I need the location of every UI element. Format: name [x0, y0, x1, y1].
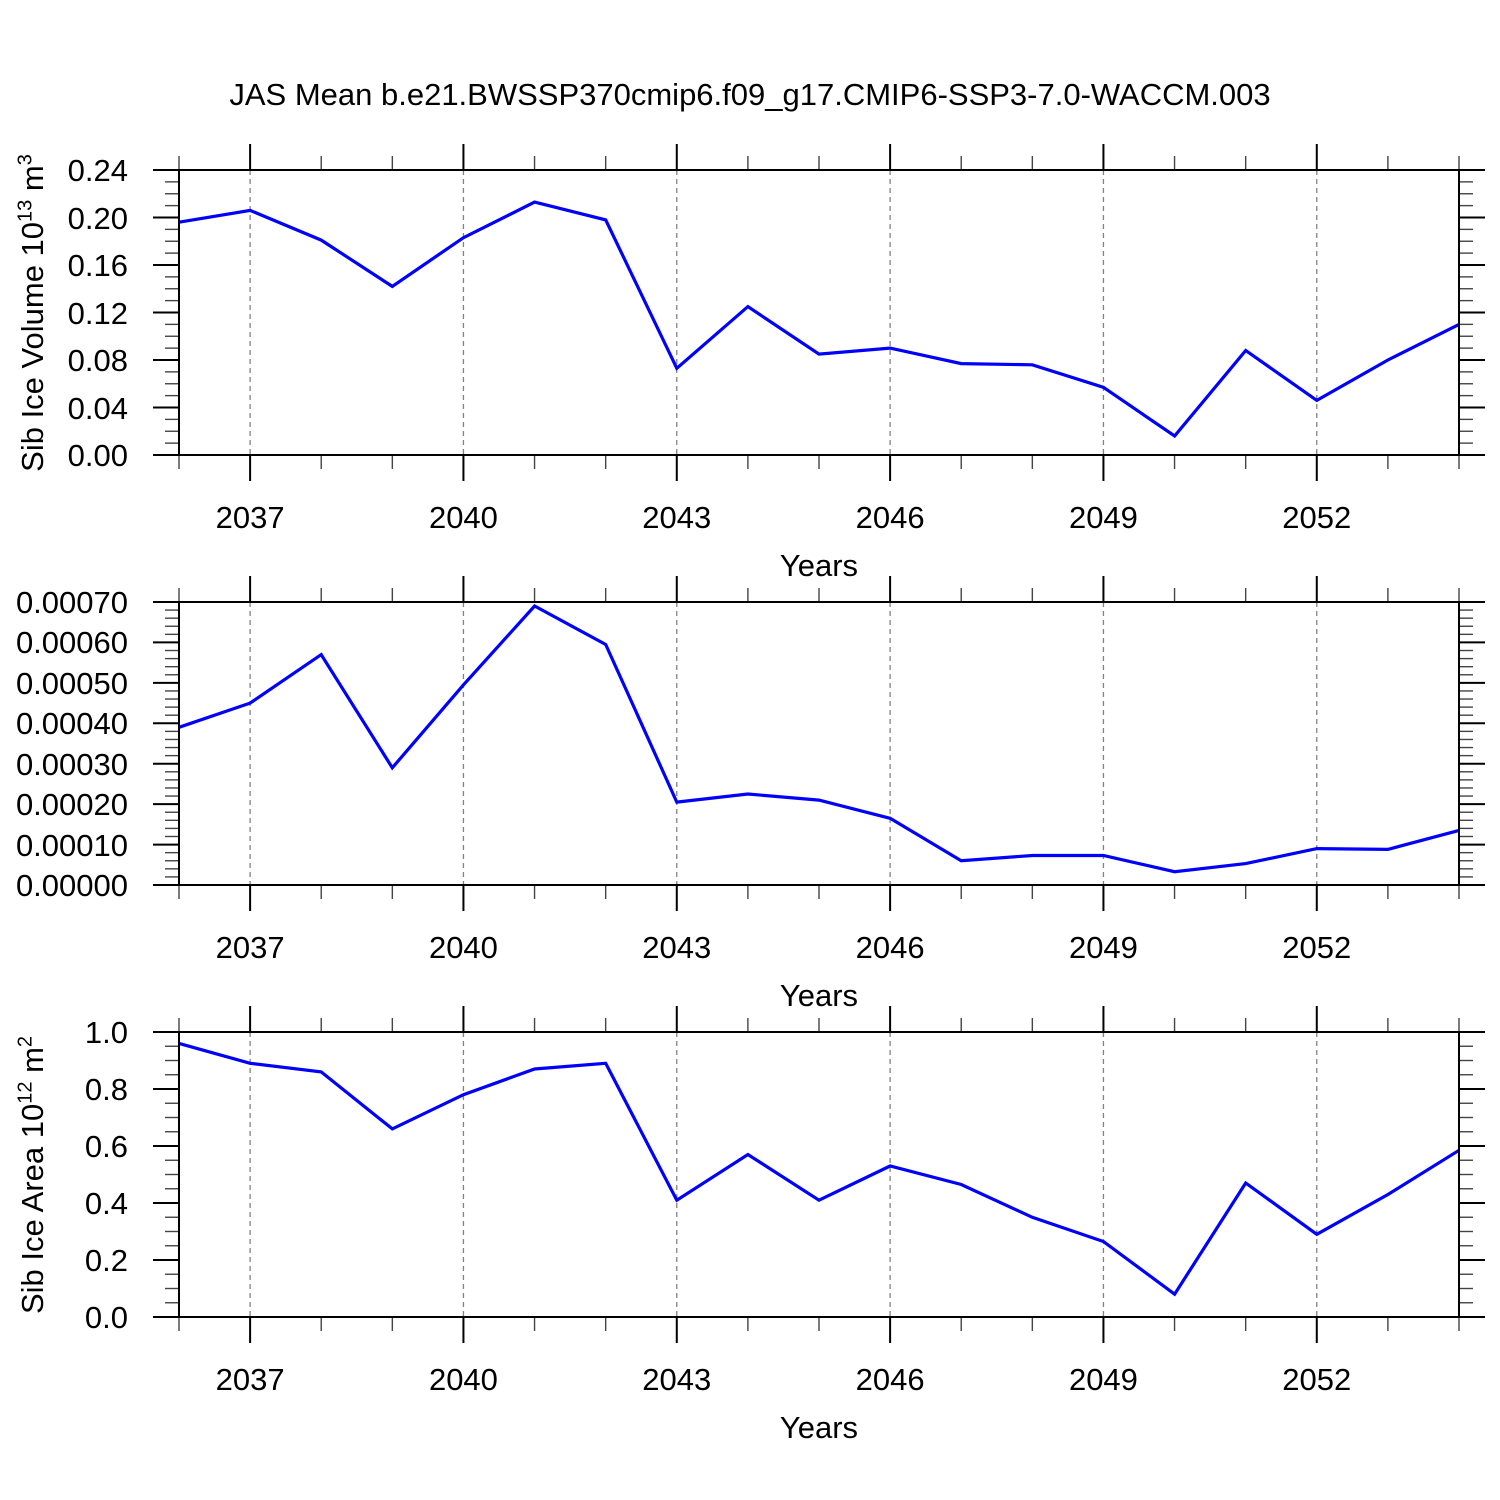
y-tick-label: 0.00010	[15, 827, 128, 863]
x-tick-label: 2052	[1282, 1362, 1352, 1397]
y-tick-label: 0.6	[84, 1129, 128, 1164]
x-tick-label: 2037	[215, 500, 285, 535]
x-tick-label: 2043	[642, 1362, 712, 1397]
data-line-sib-ice-area	[178, 1041, 1460, 1297]
y-tick-label: 0.8	[84, 1072, 128, 1107]
x-tick-label: 2040	[428, 500, 498, 535]
x-tick-label: 2049	[1068, 500, 1138, 535]
y-tick-label: 0.04	[67, 390, 128, 426]
y-tick-label: 0.16	[67, 248, 128, 283]
y-tick-label: 0.4	[84, 1186, 128, 1221]
data-line-sib-ice-volume	[178, 200, 1460, 439]
y-tick-label: 0.00020	[15, 787, 128, 823]
panel-frame	[178, 601, 1460, 886]
y-tick-label: 0.0	[84, 1300, 128, 1335]
x-tick-label: 2052	[1282, 930, 1352, 965]
x-tick-label: 2046	[855, 500, 925, 535]
y-tick-label: 0.2	[84, 1243, 128, 1278]
y-tick-label: 0.12	[67, 295, 128, 331]
x-tick-label: 2043	[642, 930, 712, 965]
y-tick-label: 0.00050	[15, 665, 128, 701]
x-tick-label: 2049	[1068, 930, 1138, 965]
y-tick-label: 0.08	[67, 343, 128, 378]
panel-sib-ice-middle	[153, 576, 1485, 911]
x-tick-label: 2049	[1068, 1362, 1138, 1397]
y-tick-label: 0.00	[67, 438, 128, 473]
x-tick-label: 2040	[428, 930, 498, 965]
y-tick-label: 0.00000	[15, 868, 128, 903]
y-tick-label: 1.0	[84, 1015, 128, 1050]
y-tick-label: 0.24	[67, 153, 128, 188]
panel-sib-ice-volume	[153, 144, 1485, 481]
x-tick-label: 2043	[642, 500, 712, 535]
x-tick-label: 2046	[855, 1362, 925, 1397]
x-axis-title: Years	[779, 978, 859, 1013]
panel-frame	[178, 169, 1460, 456]
x-tick-label: 2037	[215, 1362, 285, 1397]
panel-frame	[178, 1031, 1460, 1318]
x-axis-title: Years	[779, 548, 859, 583]
x-tick-label: 2046	[855, 930, 925, 965]
x-tick-label: 2040	[428, 1362, 498, 1397]
x-axis-title: Years	[779, 1410, 859, 1445]
y-tick-label: 0.00040	[15, 706, 128, 742]
y-tick-label: 0.00060	[15, 625, 128, 661]
x-tick-label: 2052	[1282, 500, 1352, 535]
y-tick-label: 0.00030	[15, 746, 128, 782]
y-tick-label: 0.00070	[15, 585, 128, 620]
panel-sib-ice-area	[153, 1006, 1485, 1343]
x-tick-label: 2037	[215, 930, 285, 965]
chart-title: JAS Mean b.e21.BWSSP370cmip6.f09_g17.CMI…	[229, 77, 1271, 112]
y-tick-label: 0.20	[67, 200, 128, 236]
data-line-sib-ice-middle	[178, 603, 1460, 874]
